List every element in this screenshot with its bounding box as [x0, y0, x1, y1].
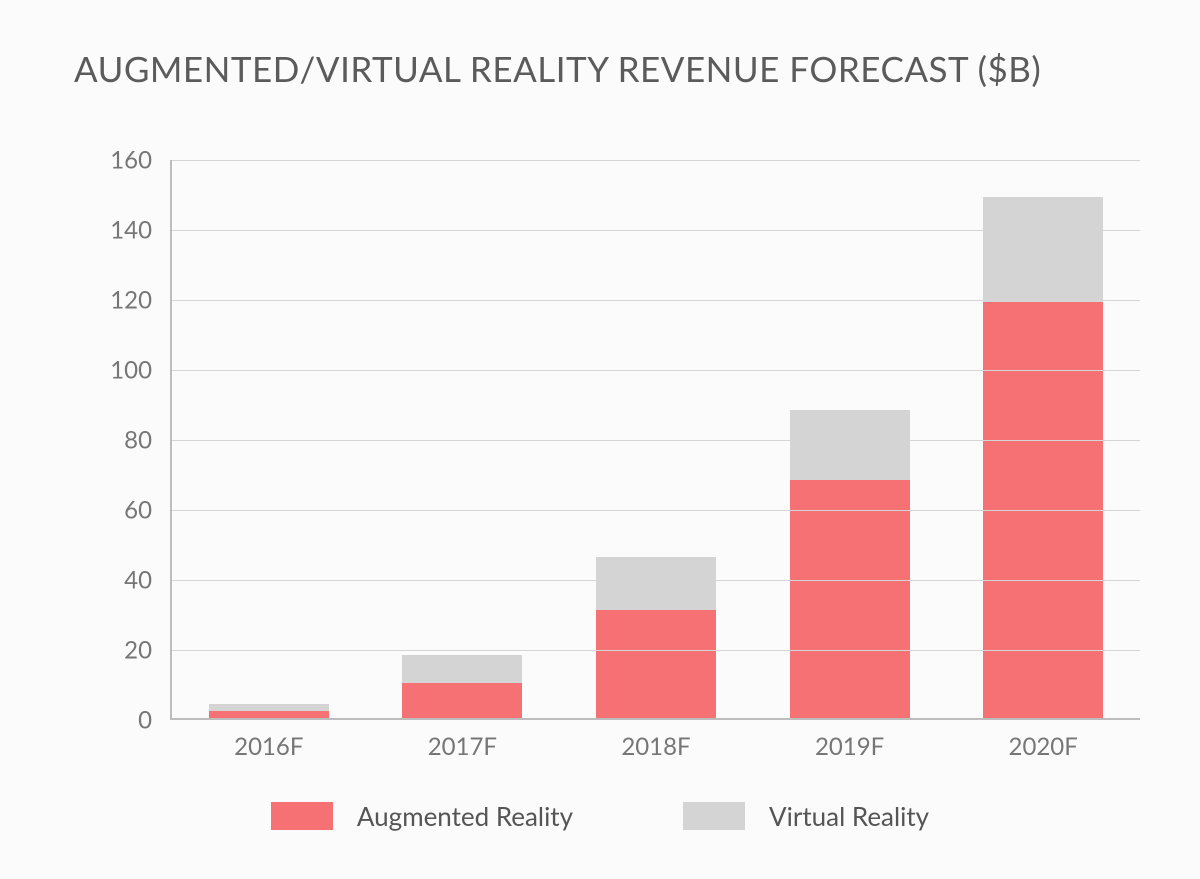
grid-line — [172, 160, 1140, 161]
grid-line — [172, 510, 1140, 511]
grid-line — [172, 300, 1140, 301]
bar-segment-ar — [596, 610, 716, 719]
grid-line — [172, 440, 1140, 441]
bar-segment-vr — [209, 704, 329, 711]
x-axis-labels: 2016F 2017F 2018F 2019F 2020F — [172, 732, 1140, 761]
y-axis: 020406080100120140160 — [60, 160, 170, 720]
y-tick-label: 0 — [138, 706, 152, 735]
bar-group — [790, 410, 910, 718]
bar-group — [209, 704, 329, 718]
x-tick-label: 2018F — [596, 732, 716, 761]
bar-group — [596, 557, 716, 718]
grid-line — [172, 580, 1140, 581]
legend-item: Augmented Reality — [271, 800, 573, 832]
bar-segment-vr — [402, 655, 522, 683]
y-tick-label: 60 — [124, 496, 152, 525]
x-tick-label: 2019F — [790, 732, 910, 761]
x-tick-label: 2016F — [209, 732, 329, 761]
bar-group — [402, 655, 522, 718]
bar-segment-ar — [402, 683, 522, 718]
legend-item: Virtual Reality — [683, 800, 929, 832]
bar-segment-ar — [209, 711, 329, 718]
y-tick-label: 100 — [110, 356, 152, 385]
bar-segment-vr — [596, 557, 716, 610]
bar-segment-ar — [790, 480, 910, 718]
bar-segment-vr — [790, 410, 910, 480]
x-tick-label: 2017F — [402, 732, 522, 761]
chart-title: AUGMENTED/VIRTUAL REALITY REVENUE FORECA… — [74, 48, 1140, 90]
legend-swatch — [271, 802, 333, 830]
bar-layer — [172, 160, 1140, 718]
bar-segment-vr — [983, 197, 1103, 302]
grid-line — [172, 650, 1140, 651]
bar-group — [983, 197, 1103, 719]
chart-area: 020406080100120140160 2016F2017F2018F201… — [60, 160, 1140, 720]
y-tick-label: 20 — [124, 636, 152, 665]
legend: Augmented Reality Virtual Reality — [0, 800, 1200, 832]
plot-area: 2016F2017F2018F2019F2020F — [170, 160, 1140, 720]
x-tick-label: 2020F — [983, 732, 1103, 761]
y-tick-label: 140 — [110, 216, 152, 245]
chart-container: AUGMENTED/VIRTUAL REALITY REVENUE FORECA… — [0, 0, 1200, 879]
y-tick-label: 80 — [124, 426, 152, 455]
grid-line — [172, 230, 1140, 231]
legend-label: Augmented Reality — [357, 800, 573, 832]
legend-swatch — [683, 802, 745, 830]
y-tick-label: 120 — [110, 286, 152, 315]
grid-line — [172, 370, 1140, 371]
y-tick-label: 40 — [124, 566, 152, 595]
legend-label: Virtual Reality — [769, 800, 929, 832]
y-tick-label: 160 — [110, 146, 152, 175]
